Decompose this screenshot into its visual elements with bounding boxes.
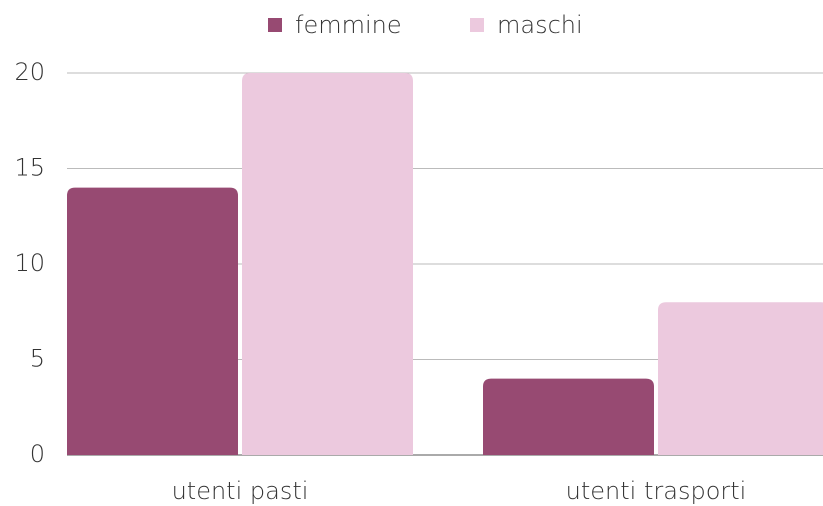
y-tick-label: 10 [14, 249, 45, 277]
bar [67, 187, 238, 455]
legend-label: maschi [497, 11, 583, 39]
y-tick-label: 0 [30, 440, 45, 468]
legend-swatch [268, 18, 282, 32]
y-tick-label: 5 [30, 345, 45, 373]
y-tick-label: 20 [14, 58, 45, 86]
x-tick-label: utenti pasti [172, 477, 309, 505]
y-tick-label: 15 [14, 154, 45, 182]
bar [483, 378, 654, 455]
x-tick-label: utenti trasporti [566, 477, 747, 505]
bar [658, 302, 823, 455]
bar [242, 73, 413, 455]
legend-swatch [470, 18, 484, 32]
legend-label: femmine [295, 11, 402, 39]
